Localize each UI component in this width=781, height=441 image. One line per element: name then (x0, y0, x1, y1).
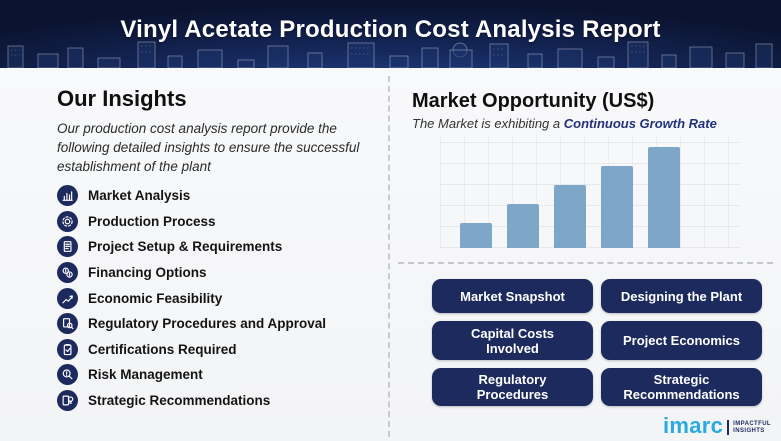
city-skyline-graphic (7, 41, 773, 68)
header-band: Vinyl Acetate Production Cost Analysis R… (0, 0, 781, 68)
production-process-icon (57, 210, 78, 232)
market-heading: Market Opportunity (US$) (412, 90, 655, 112)
insight-label: Economic Feasibility (88, 290, 223, 306)
market-snapshot-button[interactable]: Market Snapshot (432, 279, 593, 313)
economic-feasibility-icon (57, 287, 78, 309)
list-item: Market Analysis (57, 183, 370, 209)
list-item: Production Process (57, 209, 370, 235)
insight-label: Certifications Required (88, 341, 237, 357)
insight-label: Risk Management (88, 367, 203, 383)
project-setup-icon (57, 236, 78, 258)
insights-list: Market Analysis Production Process Proje… (57, 183, 370, 413)
market-analysis-icon (57, 185, 78, 207)
insight-label: Regulatory Procedures and Approval (88, 316, 327, 332)
list-item: Strategic Recommendations (57, 388, 370, 414)
content-panel: Our Insights Our production cost analysi… (0, 68, 781, 441)
certifications-icon (57, 338, 78, 360)
insights-description: Our production cost analysis report prov… (57, 121, 360, 174)
bar (648, 147, 680, 248)
bar (554, 185, 586, 248)
bar (601, 166, 633, 248)
list-item: Economic Feasibility (57, 285, 370, 311)
logo-tagline: IMPACTFUL INSIGHTS (733, 421, 771, 434)
project-economics-button[interactable]: Project Economics (601, 321, 762, 360)
vertical-dashed-divider (388, 76, 390, 437)
list-item: Project Setup & Requirements (57, 234, 370, 260)
imarc-logo: imarc IMPACTFUL INSIGHTS (662, 413, 771, 438)
list-item: Financing Options (57, 260, 370, 286)
insight-label: Financing Options (88, 265, 207, 281)
logo-separator (727, 420, 730, 435)
list-item: Risk Management (57, 362, 370, 388)
financing-options-icon (57, 262, 78, 284)
page-title: Vinyl Acetate Production Cost Analysis R… (120, 16, 661, 43)
market-section: Market Opportunity (US$) The Market is e… (389, 68, 781, 441)
report-section-buttons: Market Snapshot Designing the Plant Capi… (432, 279, 762, 406)
logo-tagline-line2: INSIGHTS (733, 427, 765, 434)
strategic-recommendations-icon (57, 390, 78, 412)
bar (507, 204, 539, 248)
horizontal-dashed-divider (398, 262, 773, 264)
insights-section: Our Insights Our production cost analysi… (0, 68, 388, 441)
bar (460, 223, 492, 248)
list-item: Regulatory Procedures and Approval (57, 311, 370, 337)
regulatory-procedures-icon (57, 313, 78, 335)
regulatory-procedures-button[interactable]: Regulatory Procedures (432, 368, 593, 406)
insight-label: Production Process (88, 213, 216, 229)
subtitle-prefix: The Market is exhibiting a (412, 116, 564, 131)
subtitle-accent: Continuous Growth Rate (563, 116, 717, 131)
list-item: Certifications Required (57, 337, 370, 363)
risk-management-icon (57, 364, 78, 386)
market-subtitle: The Market is exhibiting a Continuous Gr… (412, 116, 781, 131)
bar-chart (440, 134, 740, 248)
designing-the-plant-button[interactable]: Designing the Plant (601, 279, 762, 313)
insight-label: Project Setup & Requirements (88, 239, 283, 255)
logo-tagline-line1: IMPACTFUL (733, 421, 771, 427)
insight-label: Strategic Recommendations (88, 393, 271, 409)
strategic-recommendations-button[interactable]: Strategic Recommendations (601, 368, 762, 406)
insight-label: Market Analysis (88, 188, 191, 204)
imarc-logo-wordmark: imarc (662, 413, 724, 438)
insights-heading: Our Insights (57, 86, 187, 111)
capital-costs-button[interactable]: Capital Costs Involved (432, 321, 593, 360)
